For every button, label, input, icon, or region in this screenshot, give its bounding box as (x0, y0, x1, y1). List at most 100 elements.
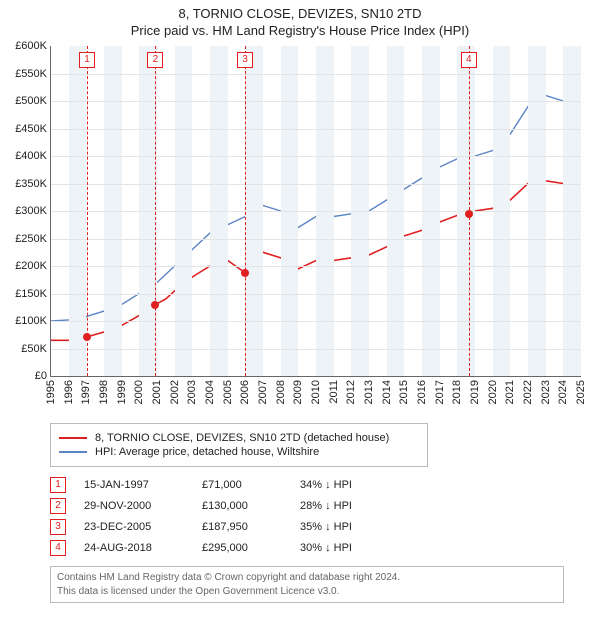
sale-badge: 4 (461, 52, 477, 68)
x-tick-label: 2006 (239, 380, 251, 404)
plot-area: £0£50K£100K£150K£200K£250K£300K£350K£400… (50, 46, 581, 377)
y-tick-label: £300K (15, 205, 47, 217)
sales-row-diff: 35% ↓ HPI (300, 521, 390, 533)
x-tick-label: 2005 (222, 380, 234, 404)
y-tick-label: £250K (15, 233, 47, 245)
y-tick-label: £200K (15, 260, 47, 272)
x-tick-label: 2025 (575, 380, 587, 404)
x-tick-label: 2015 (398, 380, 410, 404)
y-tick-label: £150K (15, 288, 47, 300)
footer-attribution: Contains HM Land Registry data © Crown c… (50, 566, 564, 603)
y-gridline (51, 101, 581, 102)
y-gridline (51, 239, 581, 240)
x-tick-label: 2002 (169, 380, 181, 404)
x-tick-label: 2011 (328, 380, 340, 404)
chart-container: 8, TORNIO CLOSE, DEVIZES, SN10 2TD Price… (0, 0, 600, 603)
sales-row-price: £130,000 (202, 500, 282, 512)
x-tick-label: 2024 (557, 380, 569, 404)
y-gridline (51, 129, 581, 130)
sale-dot (241, 269, 249, 277)
y-gridline (51, 349, 581, 350)
sale-dot (83, 333, 91, 341)
x-tick-label: 2023 (540, 380, 552, 404)
x-tick-label: 1995 (45, 380, 57, 404)
x-tick-label: 2007 (257, 380, 269, 404)
y-tick-label: £550K (15, 68, 47, 80)
x-tick-label: 2019 (469, 380, 481, 404)
footer-line1: Contains HM Land Registry data © Crown c… (57, 571, 557, 585)
x-tick-label: 2003 (186, 380, 198, 404)
x-tick-label: 2022 (522, 380, 534, 404)
sale-vline (87, 46, 88, 376)
sale-vline (155, 46, 156, 376)
sales-row-badge: 1 (50, 477, 66, 493)
chart-title-address: 8, TORNIO CLOSE, DEVIZES, SN10 2TD (0, 6, 600, 21)
sales-row: 1 15-JAN-1997 £71,000 34% ↓ HPI (50, 477, 600, 493)
y-tick-label: £450K (15, 123, 47, 135)
sales-row: 3 23-DEC-2005 £187,950 35% ↓ HPI (50, 519, 600, 535)
y-gridline (51, 74, 581, 75)
sales-row: 2 29-NOV-2000 £130,000 28% ↓ HPI (50, 498, 600, 514)
x-tick-label: 1998 (98, 380, 110, 404)
sales-row-badge: 4 (50, 540, 66, 556)
x-tick-label: 1996 (63, 380, 75, 404)
x-tick-label: 2010 (310, 380, 322, 404)
sale-badge: 2 (147, 52, 163, 68)
legend-label: HPI: Average price, detached house, Wilt… (95, 446, 319, 458)
legend-swatch (59, 451, 87, 453)
legend-row: 8, TORNIO CLOSE, DEVIZES, SN10 2TD (deta… (59, 432, 419, 444)
sale-badge: 1 (79, 52, 95, 68)
sales-row-badge: 2 (50, 498, 66, 514)
sales-row-badge: 3 (50, 519, 66, 535)
sale-vline (245, 46, 246, 376)
sales-row-diff: 34% ↓ HPI (300, 479, 390, 491)
x-tick-label: 2008 (275, 380, 287, 404)
chart-title-subtitle: Price paid vs. HM Land Registry's House … (0, 23, 600, 38)
y-gridline (51, 294, 581, 295)
y-tick-label: £500K (15, 95, 47, 107)
chart-titles: 8, TORNIO CLOSE, DEVIZES, SN10 2TD Price… (0, 0, 600, 38)
x-tick-label: 2016 (416, 380, 428, 404)
sales-table: 1 15-JAN-1997 £71,000 34% ↓ HPI 2 29-NOV-2000… (50, 477, 600, 556)
x-tick-label: 2017 (434, 380, 446, 404)
x-tick-label: 2000 (133, 380, 145, 404)
sales-row-date: 23-DEC-2005 (84, 521, 184, 533)
y-tick-label: £50K (21, 343, 47, 355)
x-tick-label: 2012 (345, 380, 357, 404)
x-tick-label: 1997 (80, 380, 92, 404)
y-gridline (51, 211, 581, 212)
y-tick-label: £400K (15, 150, 47, 162)
x-tick-label: 2018 (451, 380, 463, 404)
y-tick-label: £100K (15, 315, 47, 327)
x-tick-label: 2014 (381, 380, 393, 404)
x-tick-label: 2001 (151, 380, 163, 404)
y-gridline (51, 184, 581, 185)
sales-row-price: £71,000 (202, 479, 282, 491)
sales-row-date: 29-NOV-2000 (84, 500, 184, 512)
legend-label: 8, TORNIO CLOSE, DEVIZES, SN10 2TD (deta… (95, 432, 389, 444)
sale-dot (465, 210, 473, 218)
y-gridline (51, 321, 581, 322)
x-tick-label: 2013 (363, 380, 375, 404)
x-tick-label: 2009 (292, 380, 304, 404)
sales-row: 4 24-AUG-2018 £295,000 30% ↓ HPI (50, 540, 600, 556)
x-tick-label: 2021 (504, 380, 516, 404)
x-tick-label: 2004 (204, 380, 216, 404)
sales-row-date: 24-AUG-2018 (84, 542, 184, 554)
sale-badge: 3 (237, 52, 253, 68)
sales-row-diff: 28% ↓ HPI (300, 500, 390, 512)
sales-row-diff: 30% ↓ HPI (300, 542, 390, 554)
y-tick-label: £600K (15, 40, 47, 52)
sales-row-price: £295,000 (202, 542, 282, 554)
sales-row-price: £187,950 (202, 521, 282, 533)
sales-row-date: 15-JAN-1997 (84, 479, 184, 491)
x-tick-label: 1999 (116, 380, 128, 404)
legend-row: HPI: Average price, detached house, Wilt… (59, 446, 419, 458)
y-gridline (51, 156, 581, 157)
x-tick-label: 2020 (487, 380, 499, 404)
y-gridline (51, 266, 581, 267)
footer-line2: This data is licensed under the Open Gov… (57, 585, 557, 599)
legend-swatch (59, 437, 87, 439)
legend-box: 8, TORNIO CLOSE, DEVIZES, SN10 2TD (deta… (50, 423, 428, 467)
sale-dot (151, 301, 159, 309)
